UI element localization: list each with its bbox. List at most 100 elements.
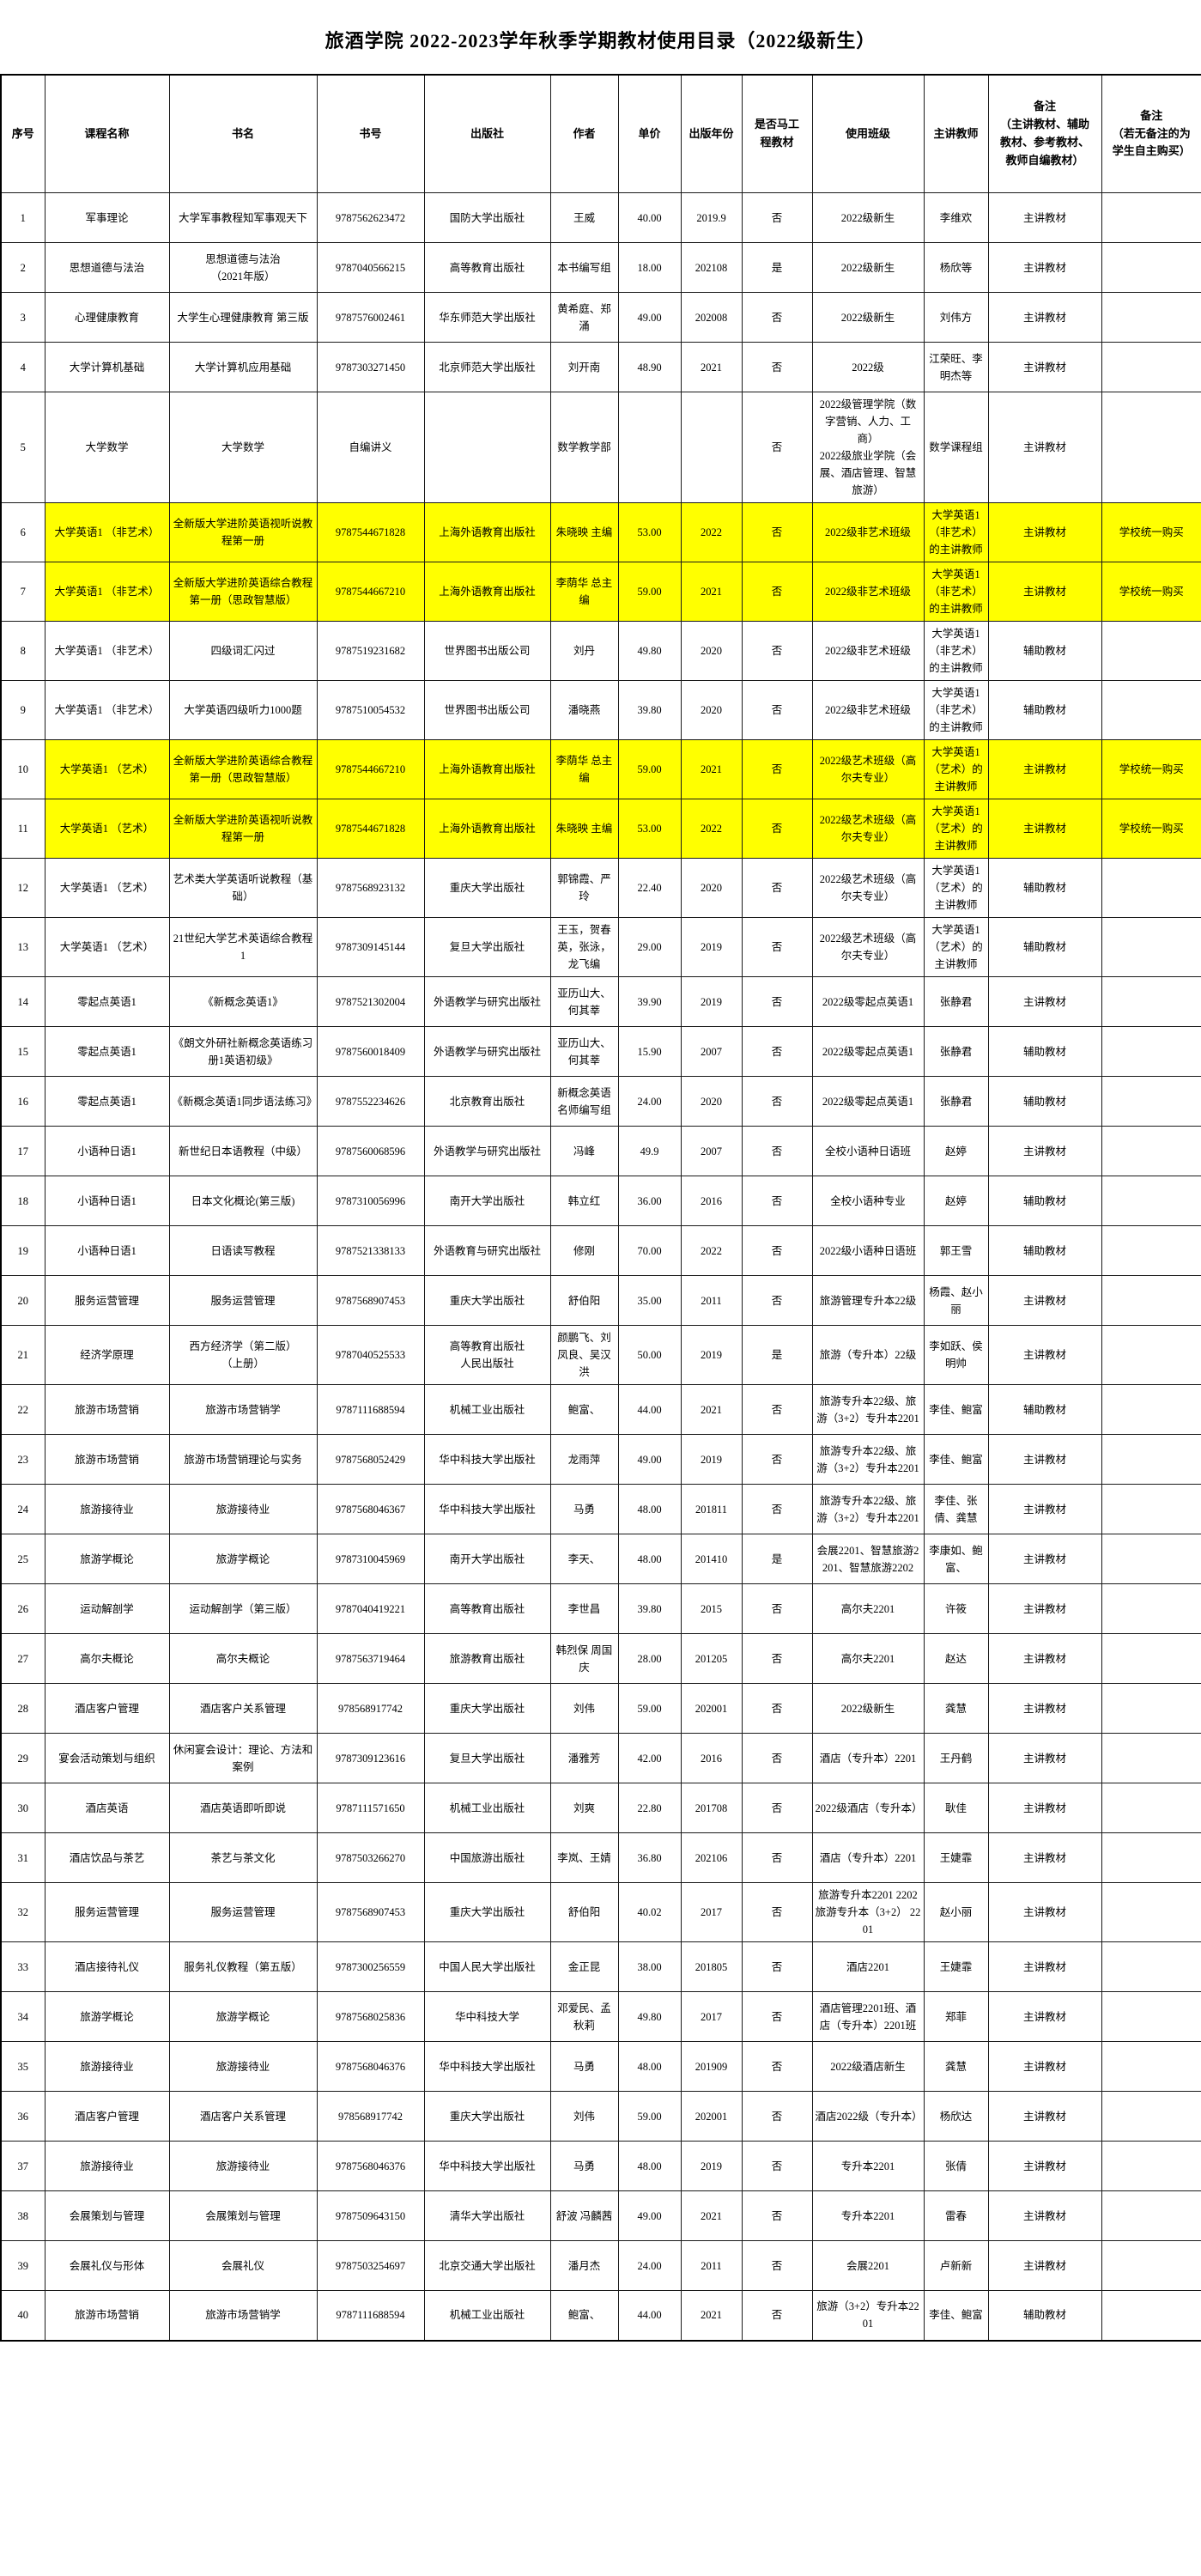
cell-author: 新概念英语名师编写组	[549, 1076, 619, 1127]
cell-author: 李荫华 总主编	[549, 739, 619, 799]
cell-publisher: 世界图书出版公司	[423, 680, 551, 740]
cell-teacher: 大学英语1（非艺术）的主讲教师	[923, 621, 989, 681]
table-row: 13 大学英语1 （艺术） 21世纪大学艺术英语综合教程1 9787309145144…	[0, 917, 1201, 977]
cell-classes: 酒店（专升本）2201	[811, 1832, 925, 1883]
cell-ma_project: 否	[741, 1076, 813, 1127]
cell-price: 59.00	[617, 562, 682, 622]
cell-author: 刘丹	[549, 621, 619, 681]
cell-ma_project: 否	[741, 680, 813, 740]
cell-note1: 辅助教材	[987, 917, 1102, 977]
table-row: 18 小语种日语1 日本文化概论(第三版) 9787310056996 南开大学出版社韩…	[0, 1176, 1201, 1226]
cell-note1: 主讲教材	[987, 1783, 1102, 1833]
row-number: 19	[0, 1225, 45, 1276]
cell-note2	[1101, 1225, 1201, 1276]
table-row: 15 零起点英语1 《朗文外研社新概念英语练习册1英语初级》 978756001840…	[0, 1026, 1201, 1077]
cell-publisher: 复旦大学出版社	[423, 1733, 551, 1783]
cell-course: 旅游接待业	[44, 2141, 170, 2191]
cell-book: 大学生心理健康教育 第三版	[168, 292, 318, 343]
cell-note2	[1101, 1733, 1201, 1783]
cell-publisher	[423, 392, 551, 503]
cell-book: 运动解剖学（第三版）	[168, 1583, 318, 1634]
column-header-12: 备注 （若无备注的为 学生自主购买）	[1101, 74, 1201, 193]
cell-note2	[1101, 1176, 1201, 1226]
table-row: 31 酒店饮品与茶艺 茶艺与茶文化 9787503266270 中国旅游出版社 李岚、王婧…	[0, 1832, 1201, 1883]
cell-classes: 酒店2201	[811, 1941, 925, 1992]
cell-price: 49.00	[617, 292, 682, 343]
cell-price: 40.00	[617, 192, 682, 243]
cell-isbn: 9787562623472	[316, 192, 425, 243]
cell-year: 2019	[680, 976, 743, 1027]
cell-year: 2021	[680, 342, 743, 392]
cell-author: 鲍富、	[549, 1384, 619, 1435]
cell-course: 服务运营管理	[44, 1882, 170, 1942]
cell-isbn: 978568917742	[316, 1683, 425, 1734]
cell-author: 马勇	[549, 1484, 619, 1534]
cell-ma_project: 否	[741, 2190, 813, 2241]
cell-teacher: 赵婷	[923, 1176, 989, 1226]
cell-isbn: 9787568907453	[316, 1275, 425, 1326]
cell-price: 53.00	[617, 799, 682, 859]
table-row: 23 旅游市场营销 旅游市场营销理论与实务 9787568052429 华中科技大学出版…	[0, 1434, 1201, 1485]
cell-teacher: 江荣旺、李明杰等	[923, 342, 989, 392]
cell-teacher: 李佳、张倩、龚慧	[923, 1484, 989, 1534]
cell-ma_project: 否	[741, 1633, 813, 1684]
cell-note1: 辅助教材	[987, 680, 1102, 740]
row-number: 10	[0, 739, 45, 799]
cell-classes: 酒店2022级（专升本）	[811, 2091, 925, 2142]
cell-note2	[1101, 680, 1201, 740]
cell-price: 18.00	[617, 242, 682, 293]
row-number: 26	[0, 1583, 45, 1634]
cell-classes: 2022级零起点英语1	[811, 1076, 925, 1127]
cell-author: 亚历山大、何其莘	[549, 976, 619, 1027]
cell-teacher: 郑菲	[923, 1991, 989, 2042]
table-row: 25 旅游学概论 旅游学概论 9787310045969 南开大学出版社 李天、 48.00…	[0, 1534, 1201, 1584]
cell-book: 旅游市场营销学	[168, 1384, 318, 1435]
cell-author: 刘伟	[549, 2091, 619, 2142]
cell-course: 宴会活动策划与组织	[44, 1733, 170, 1783]
cell-ma_project: 否	[741, 739, 813, 799]
cell-author: 韩立红	[549, 1176, 619, 1226]
cell-year: 201205	[680, 1633, 743, 1684]
cell-price: 49.00	[617, 1434, 682, 1485]
cell-note2	[1101, 1275, 1201, 1326]
cell-author: 马勇	[549, 2041, 619, 2092]
cell-note2	[1101, 1633, 1201, 1684]
cell-note2	[1101, 858, 1201, 918]
cell-book: 《朗文外研社新概念英语练习册1英语初级》	[168, 1026, 318, 1077]
cell-price: 59.00	[617, 1683, 682, 1734]
cell-note2	[1101, 2190, 1201, 2241]
cell-author: 刘开南	[549, 342, 619, 392]
cell-publisher: 华中科技大学	[423, 1991, 551, 2042]
row-number: 12	[0, 858, 45, 918]
cell-isbn: 9787568046367	[316, 1484, 425, 1534]
cell-course: 大学英语1 （非艺术）	[44, 680, 170, 740]
cell-isbn: 9787568046376	[316, 2141, 425, 2191]
cell-teacher: 大学英语1（非艺术）的主讲教师	[923, 680, 989, 740]
row-number: 31	[0, 1832, 45, 1883]
cell-author: 李世昌	[549, 1583, 619, 1634]
table-row: 8 大学英语1 （非艺术） 四级词汇闪过 9787519231682 世界图书出版公司刘…	[0, 621, 1201, 681]
cell-publisher: 复旦大学出版社	[423, 917, 551, 977]
cell-teacher: 杨欣等	[923, 242, 989, 293]
cell-price: 36.80	[617, 1832, 682, 1883]
cell-publisher: 重庆大学出版社	[423, 858, 551, 918]
cell-price: 48.00	[617, 1484, 682, 1534]
table-row: 22 旅游市场营销 旅游市场营销学 9787111688594 机械工业出版社 鲍富、 44…	[0, 1384, 1201, 1435]
cell-year: 2017	[680, 1991, 743, 2042]
table-row: 34 旅游学概论 旅游学概论 9787568025836 华中科技大学 邓爱民、孟秋莉 49…	[0, 1991, 1201, 2042]
cell-classes: 2022级非艺术班级	[811, 502, 925, 562]
cell-teacher: 大学英语1（非艺术）的主讲教师	[923, 502, 989, 562]
cell-isbn: 9787560018409	[316, 1026, 425, 1077]
cell-ma_project: 否	[741, 1882, 813, 1942]
cell-book: 旅游市场营销学	[168, 2290, 318, 2341]
row-number: 8	[0, 621, 45, 681]
cell-isbn: 9787544671828	[316, 799, 425, 859]
row-number: 25	[0, 1534, 45, 1584]
cell-teacher: 赵小丽	[923, 1882, 989, 1942]
cell-note2	[1101, 1026, 1201, 1077]
cell-teacher: 大学英语1（艺术）的主讲教师	[923, 799, 989, 859]
cell-isbn: 9787509643150	[316, 2190, 425, 2241]
cell-ma_project: 否	[741, 342, 813, 392]
table-row: 39 会展礼仪与形体 会展礼仪 9787503254697 北京交通大学出版社 潘月杰 24…	[0, 2240, 1201, 2291]
cell-note1: 主讲教材	[987, 1126, 1102, 1176]
